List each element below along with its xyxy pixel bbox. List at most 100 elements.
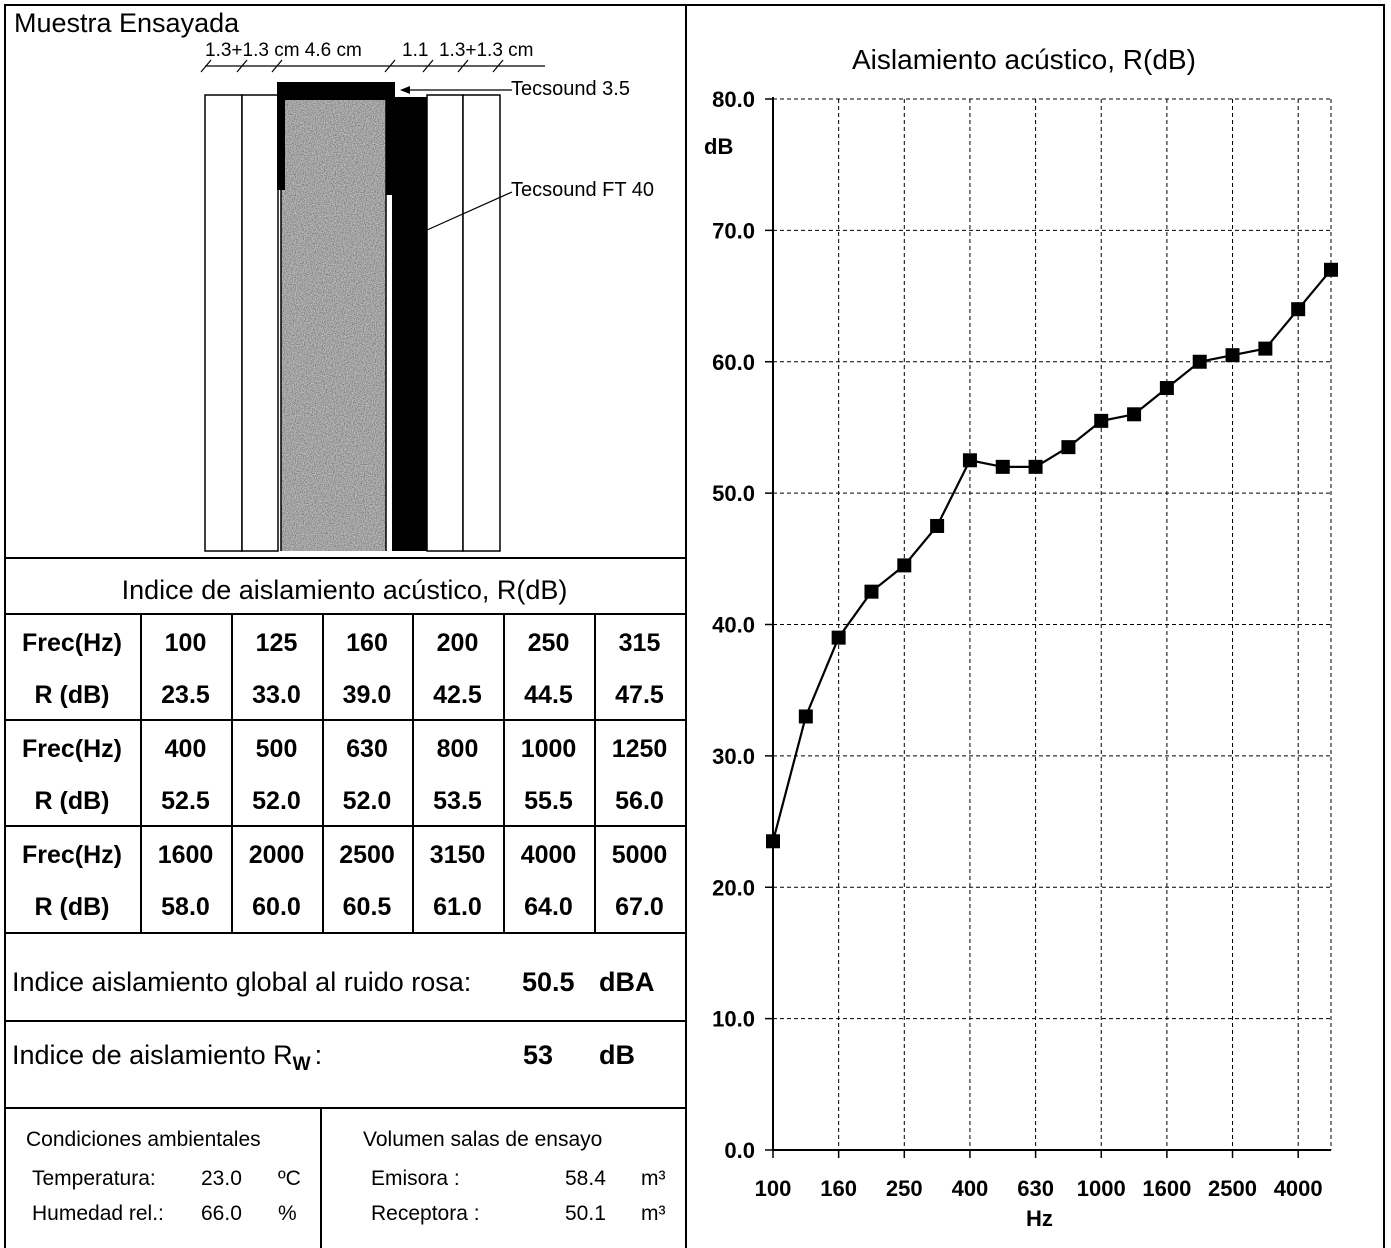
sample-title: Muestra Ensayada <box>14 8 240 38</box>
r-cell: 60.0 <box>252 892 301 921</box>
x-tick-label: 100 <box>755 1176 792 1201</box>
data-point <box>831 630 846 645</box>
freq-cell: 500 <box>255 734 298 763</box>
table-col-line <box>503 614 505 932</box>
data-point <box>864 584 879 599</box>
r-cell: 61.0 <box>433 892 482 921</box>
freq-row-label: Frec(Hz) <box>21 628 122 657</box>
x-tick-label: 250 <box>886 1176 923 1201</box>
freq-cell: 2500 <box>339 840 395 869</box>
volume-title: Volumen salas de ensayo <box>363 1128 603 1151</box>
freq-cell: 400 <box>164 734 207 763</box>
freq-cell: 1600 <box>157 840 214 869</box>
table-col-line <box>231 614 233 932</box>
r-table: Frec(Hz) R (dB) 100 125 160 200 250 315 23.5 33.0… <box>0 0 686 935</box>
r-cell: 33.0 <box>252 680 301 709</box>
series-line <box>771 269 1332 842</box>
label-tecsound-35: Tecsound 3.5 <box>511 78 630 100</box>
chart-xlabel: Hz <box>1026 1206 1053 1231</box>
section-divider-1 <box>4 557 685 559</box>
table-row-line <box>4 719 685 721</box>
freq-cell: 125 <box>255 628 298 657</box>
freq-cell: 100 <box>164 628 207 657</box>
data-point <box>1225 348 1240 363</box>
table-col-line <box>594 614 596 932</box>
rw-label-colon: : <box>314 1040 323 1070</box>
data-point <box>1291 302 1306 317</box>
humidity-value: 66.0 <box>201 1202 242 1225</box>
data-point <box>930 518 945 533</box>
r-cell: 52.5 <box>161 786 210 815</box>
y-tick-label: 80.0 <box>712 87 755 112</box>
freq-cell: 200 <box>436 628 479 657</box>
chart-title: Aislamiento acústico, R(dB) <box>852 44 1196 75</box>
conditions-divider <box>320 1107 322 1248</box>
freq-cell: 630 <box>346 734 388 763</box>
global-index-unit: dBA <box>599 967 655 997</box>
table-col-line <box>140 614 142 932</box>
r-cell: 44.5 <box>524 680 573 709</box>
y-tick-label: 50.0 <box>712 481 755 506</box>
r-row-label: R (dB) <box>34 786 110 815</box>
rw-label-main: Indice de aislamiento R <box>12 1040 293 1070</box>
x-tick-label: 1600 <box>1142 1176 1191 1201</box>
data-point <box>1127 407 1142 422</box>
receptora-label: Receptora : <box>371 1202 480 1225</box>
y-tick-label: 60.0 <box>712 350 755 375</box>
x-tick-label: 4000 <box>1274 1176 1323 1201</box>
data-point <box>798 709 813 724</box>
section-divider-3 <box>4 1020 685 1022</box>
r-cell: 23.5 <box>161 680 210 709</box>
data-point <box>962 453 977 468</box>
table-col-line <box>322 614 324 932</box>
data-point <box>897 558 912 573</box>
r-cell: 39.0 <box>342 680 392 709</box>
table-row-line <box>4 825 685 827</box>
r-cell: 53.5 <box>433 786 482 815</box>
r-cell: 56.0 <box>615 786 664 815</box>
data-point <box>995 459 1010 474</box>
r-cell: 52.0 <box>252 786 301 815</box>
receptora-unit: m³ <box>641 1202 666 1225</box>
center-divider <box>685 4 687 1248</box>
freq-cell: 800 <box>436 734 479 763</box>
data-point <box>1028 459 1043 474</box>
freq-cell: 5000 <box>611 840 668 869</box>
rw-unit: dB <box>599 1040 635 1070</box>
sample-dim-left: 1.3+1.3 cm 4.6 cm <box>205 40 362 61</box>
r-cell: 58.0 <box>161 892 210 921</box>
y-tick-label: 70.0 <box>712 218 755 243</box>
humidity-label: Humedad rel.: <box>32 1202 164 1225</box>
emisora-value: 58.4 <box>565 1167 606 1190</box>
table-col-line <box>412 614 414 932</box>
sample-dim-right: 1.1 1.3+1.3 cm <box>402 40 534 61</box>
chart-ylabel: dB <box>704 134 734 159</box>
y-tick-label: 40.0 <box>712 613 755 638</box>
conditions-title: Condiciones ambientales <box>26 1128 261 1151</box>
data-point <box>1159 381 1174 396</box>
r-cell: 55.5 <box>524 786 573 815</box>
y-tick-label: 20.0 <box>712 875 755 900</box>
section-divider-4 <box>4 1107 685 1109</box>
data-point <box>766 834 780 849</box>
global-index-label: Indice aislamiento global al ruido rosa: <box>12 967 472 997</box>
r-cell: 64.0 <box>524 892 573 921</box>
label-tecsound-ft40: Tecsound FT 40 <box>511 179 655 201</box>
freq-cell: 3150 <box>429 840 486 869</box>
rw-label-sub: W <box>292 1054 311 1075</box>
freq-cell: 1000 <box>520 734 577 763</box>
sample-diagram <box>200 59 545 552</box>
r-cell: 52.0 <box>342 786 392 815</box>
data-point <box>1094 413 1109 428</box>
r-cell: 67.0 <box>615 892 664 921</box>
r-cell: 47.5 <box>615 680 664 709</box>
x-tick-label: 160 <box>820 1176 857 1201</box>
data-point <box>1061 440 1076 455</box>
y-tick-label: 0.0 <box>724 1138 755 1163</box>
emisora-unit: m³ <box>641 1167 666 1190</box>
x-tick-label: 1000 <box>1077 1176 1126 1201</box>
rw-label: Indice de aislamiento RW: <box>12 1040 323 1075</box>
x-tick-label: 630 <box>1017 1176 1054 1201</box>
freq-cell: 2000 <box>248 840 305 869</box>
